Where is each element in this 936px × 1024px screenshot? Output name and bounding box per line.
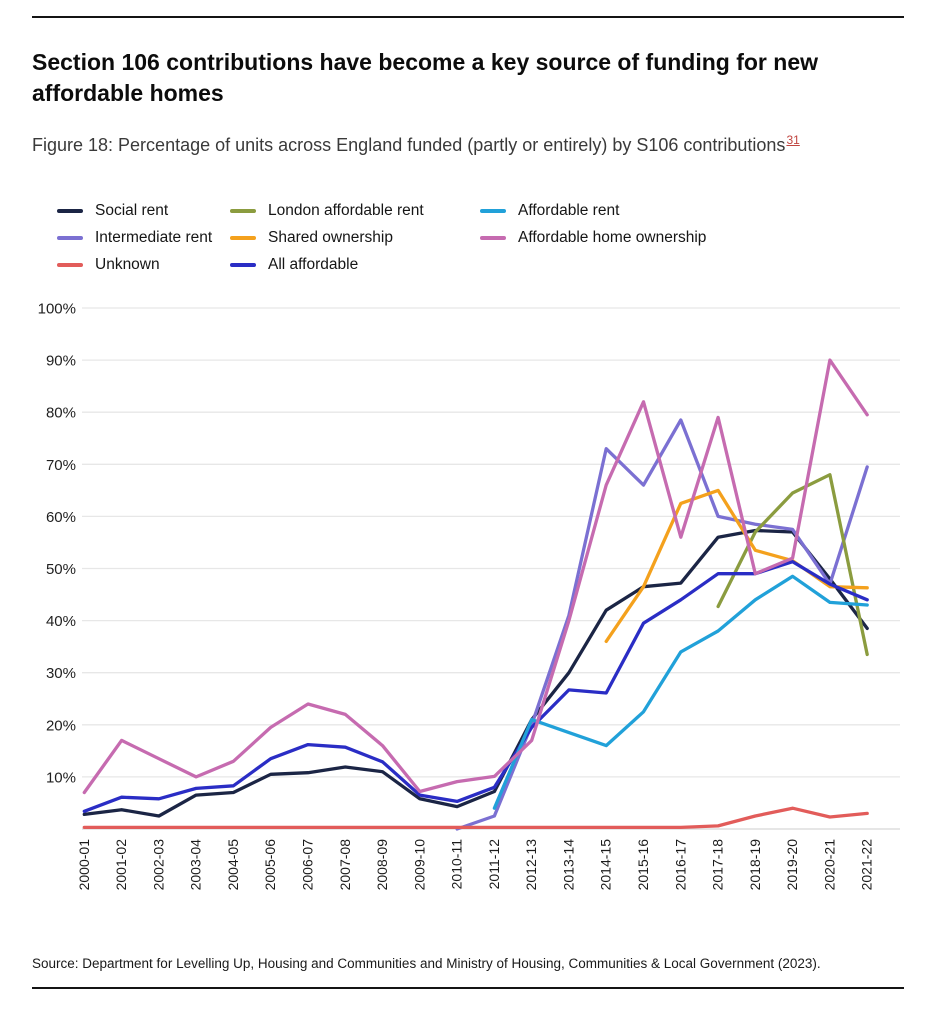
legend-swatch-icon	[57, 262, 83, 267]
series-line-shared-ownership	[604, 488, 869, 644]
legend-swatch-icon	[57, 235, 83, 240]
x-axis-tick-label: 2019-20	[784, 839, 800, 891]
x-axis-tick-label: 2003-04	[188, 839, 204, 891]
x-axis-tick-label: 2008-09	[374, 839, 390, 891]
x-axis-tick-label: 2017-18	[710, 839, 726, 891]
x-axis-tick-label: 2002-03	[150, 839, 166, 891]
series-line-all-affordable	[82, 560, 869, 813]
bottom-divider	[32, 987, 904, 989]
x-axis-tick-label: 2009-10	[411, 839, 427, 891]
chart-svg: 10% 20% 30% 40% 50% 60% 70% 80% 90% 100% 2000-01 20…	[38, 301, 900, 891]
legend-label: Intermediate rent	[95, 228, 213, 246]
y-axis-tick-label: 90%	[46, 353, 76, 370]
page-title: Section 106 contributions have become a …	[32, 49, 818, 106]
figure-caption: Figure 18: Percentage of units across En…	[32, 127, 832, 158]
legend-item: Affordable rent	[480, 197, 706, 224]
x-axis-tick-label: 2001-02	[113, 839, 129, 891]
y-axis-tick-label: 80%	[46, 405, 76, 422]
legend-item: Intermediate rent	[57, 224, 230, 251]
legend-label: London affordable rent	[268, 201, 424, 219]
y-axis-tick-label: 50%	[46, 561, 76, 578]
x-axis-tick-label: 2014-15	[598, 839, 614, 891]
y-axis-tick-label: 70%	[46, 457, 76, 474]
x-axis-tick-label: 2018-19	[747, 839, 763, 891]
legend-item: Affordable home ownership	[480, 224, 706, 251]
legend-swatch-icon	[230, 262, 256, 267]
legend-swatch-icon	[230, 208, 256, 213]
top-divider	[32, 16, 904, 18]
legend-swatch-icon	[57, 208, 83, 213]
legend-item: London affordable rent	[230, 197, 480, 224]
y-axis-tick-label: 40%	[46, 613, 76, 630]
legend-label: Shared ownership	[268, 228, 393, 246]
x-axis-tick-label: 2016-17	[672, 839, 688, 891]
footnote-link[interactable]: 31	[786, 133, 800, 147]
source-note: Source: Department for Levelling Up, Hou…	[32, 956, 821, 971]
series-line-unknown	[82, 806, 869, 830]
figure-caption-text: Figure 18: Percentage of units across En…	[32, 135, 786, 155]
series-line-social-rent	[82, 528, 869, 818]
series-line-affordable-home-ownership	[82, 358, 869, 795]
legend-label: Unknown	[95, 255, 160, 273]
y-axis-tick-label: 20%	[46, 717, 76, 734]
legend-label: Affordable rent	[518, 201, 620, 219]
legend-swatch-icon	[230, 235, 256, 240]
x-axis-tick-label: 2020-21	[821, 839, 837, 891]
x-axis-tick-label: 2000-01	[76, 839, 92, 891]
legend-label: All affordable	[268, 255, 359, 273]
y-axis-tick-label: 30%	[46, 665, 76, 682]
legend-swatch-icon	[480, 208, 506, 213]
x-axis-tick-label: 2006-07	[299, 839, 315, 891]
chart-legend: Social rent Intermediate rent Unknown Londo…	[57, 197, 706, 278]
legend-item: All affordable	[230, 251, 480, 278]
legend-item: Shared ownership	[230, 224, 480, 251]
series-line-affordable-rent	[492, 574, 869, 810]
line-chart: 10% 20% 30% 40% 50% 60% 70% 80% 90% 100% 2000-01 20…	[0, 290, 936, 950]
x-axis-tick-label: 2005-06	[262, 839, 278, 891]
legend-label: Social rent	[95, 201, 169, 219]
x-axis-tick-label: 2012-13	[523, 839, 539, 891]
x-axis-tick-label: 2015-16	[635, 839, 651, 891]
x-axis-tick-label: 2011-12	[486, 839, 502, 890]
series-line-london-affordable-rent	[716, 473, 869, 657]
legend-item: Unknown	[57, 251, 230, 278]
y-axis-tick-label: 100%	[38, 301, 76, 318]
legend-label: Affordable home ownership	[518, 228, 707, 246]
x-axis-tick-label: 2004-05	[225, 839, 241, 891]
y-axis-tick-label: 10%	[46, 769, 76, 786]
y-axis-tick-label: 60%	[46, 509, 76, 526]
x-axis-tick-label: 2010-11	[449, 839, 465, 890]
x-axis-tick-label: 2013-14	[560, 839, 576, 891]
x-axis-tick-label: 2021-22	[859, 839, 875, 891]
x-axis-tick-label: 2007-08	[337, 839, 353, 891]
legend-swatch-icon	[480, 235, 506, 240]
legend-item: Social rent	[57, 197, 230, 224]
